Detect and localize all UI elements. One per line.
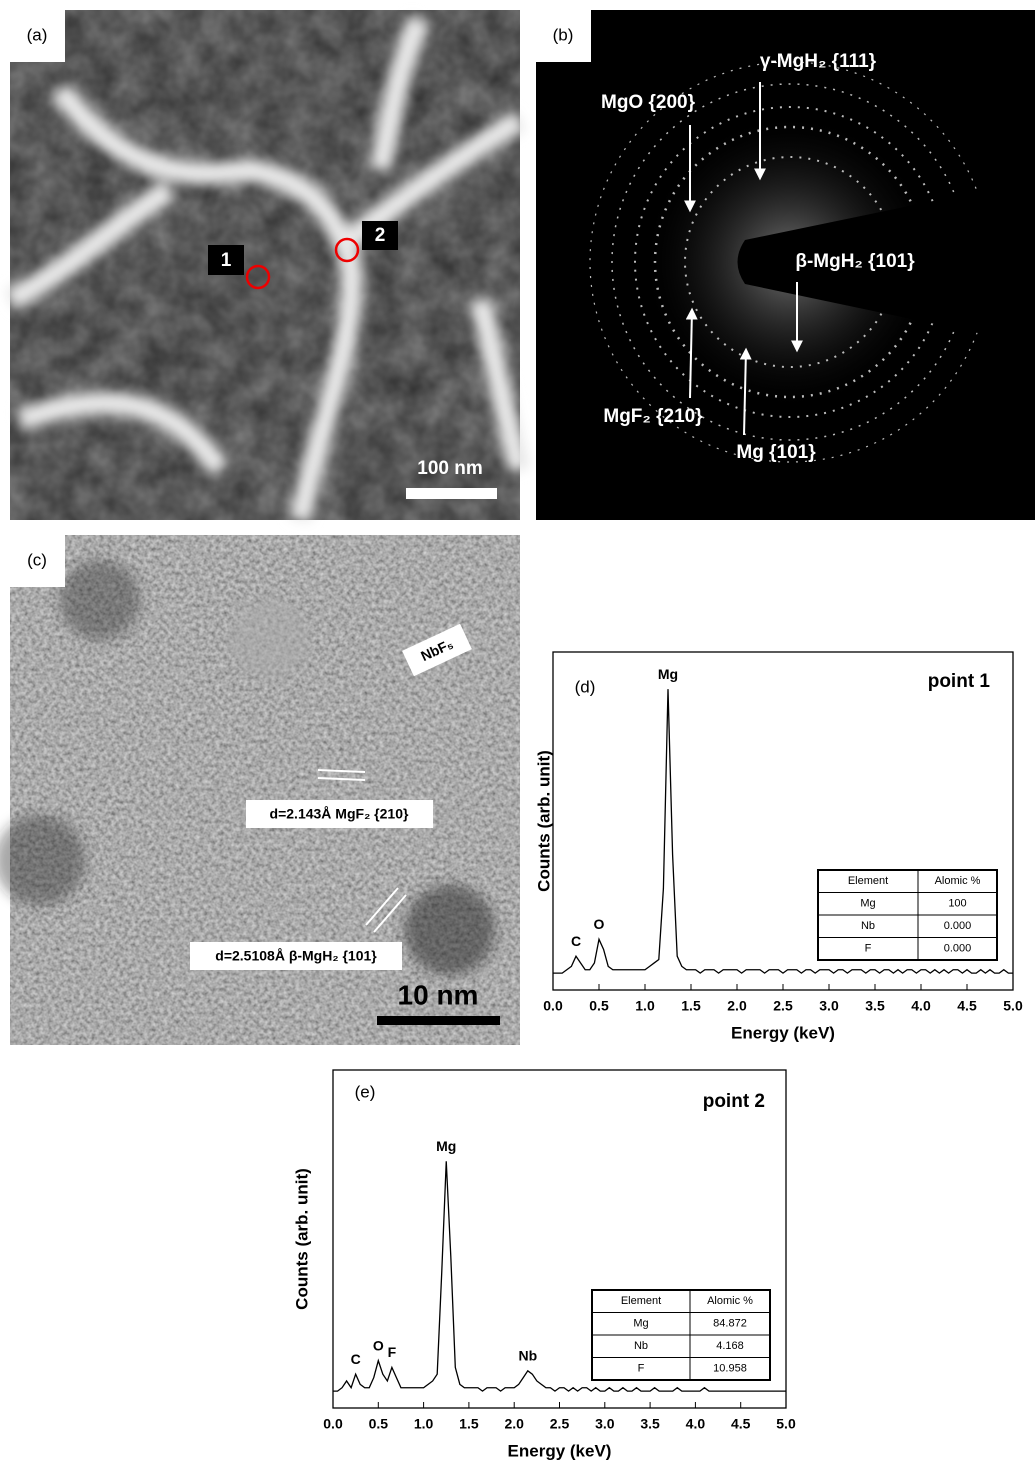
annotation: MgO {200}	[601, 92, 696, 113]
point-label: point 2	[703, 1091, 765, 1112]
x-tick-label: 0.0	[323, 1416, 343, 1432]
x-tick-label: 3.5	[865, 998, 885, 1014]
peak-label: O	[594, 916, 605, 932]
x-tick-label: 2.5	[773, 998, 793, 1014]
scale-label: 10 nm	[398, 979, 479, 1010]
x-tick-label: 4.0	[686, 1416, 706, 1432]
x-tick-label: 2.5	[550, 1416, 570, 1432]
panel-a: (a) 1 2 100 nm	[10, 10, 520, 520]
x-tick-label: 2.0	[504, 1416, 524, 1432]
x-tick-label: 1.5	[459, 1416, 479, 1432]
x-tick-label: 4.5	[731, 1416, 751, 1432]
peak-label: O	[373, 1337, 384, 1353]
annotation: Mg {101}	[736, 442, 816, 463]
marker-label: 1	[221, 250, 232, 271]
table-cell: 84.872	[713, 1318, 747, 1330]
table-cell: 0.000	[944, 943, 972, 955]
table-cell: Nb	[634, 1340, 648, 1352]
annotation: d=2.143Å MgF₂ {210}	[270, 806, 409, 822]
y-axis-label: Counts (arb. unit)	[534, 750, 553, 892]
x-tick-label: 5.0	[1003, 998, 1023, 1014]
panel-c: (c) NbF₅ d=2.143Å MgF₂ {210} d=2.5108Å β…	[0, 535, 520, 1045]
panel-label: (d)	[575, 677, 596, 696]
table-cell: 100	[948, 898, 966, 910]
table-cell: 4.168	[716, 1340, 744, 1352]
figure: (a) 1 2 100 nm (b) γ-MgH₂ {111} MgO {200…	[0, 0, 1035, 1462]
x-tick-label: 3.0	[595, 1416, 615, 1432]
x-tick-label: 5.0	[776, 1416, 796, 1432]
x-tick-label: 2.0	[727, 998, 747, 1014]
table-cell: Element	[848, 875, 888, 887]
x-tick-label: 4.5	[957, 998, 977, 1014]
x-tick-label: 3.0	[819, 998, 839, 1014]
table-cell: Mg	[633, 1318, 648, 1330]
panel-b: (b) γ-MgH₂ {111} MgO {200} β-MgH₂ {101} …	[536, 10, 1035, 520]
panel-label: (a)	[27, 25, 48, 44]
x-axis-label: Energy (keV)	[508, 1441, 612, 1460]
x-tick-label: 0.0	[543, 998, 563, 1014]
x-tick-label: 1.5	[681, 998, 701, 1014]
table-cell: Alomic %	[935, 875, 981, 887]
marker-label: 2	[375, 225, 386, 246]
point-label: point 1	[928, 671, 991, 692]
panel-label: (e)	[355, 1082, 376, 1101]
scale-bar	[377, 1016, 500, 1025]
table-cell: 10.958	[713, 1363, 747, 1375]
x-tick-label: 0.5	[369, 1416, 389, 1432]
x-tick-label: 0.5	[589, 998, 609, 1014]
peak-label: F	[388, 1344, 397, 1360]
table-cell: Nb	[861, 920, 875, 932]
panel-label: (c)	[27, 550, 47, 569]
peak-label: Nb	[518, 1348, 537, 1364]
table-cell: Alomic %	[707, 1295, 753, 1307]
x-tick-label: 1.0	[414, 1416, 434, 1432]
table-cell: F	[638, 1363, 645, 1375]
peak-label: Mg	[436, 1138, 456, 1154]
peak-label: C	[571, 933, 581, 949]
annotation: γ-MgH₂ {111}	[760, 51, 877, 72]
panel-label: (b)	[553, 25, 574, 44]
peak-label: Mg	[658, 666, 678, 682]
annotation: d=2.5108Å β-MgH₂ {101}	[215, 948, 377, 964]
annotation: β-MgH₂ {101}	[795, 251, 915, 272]
table-cell: Mg	[860, 898, 875, 910]
table-cell: 0.000	[944, 920, 972, 932]
x-axis-label: Energy (keV)	[731, 1023, 835, 1042]
x-tick-label: 4.0	[911, 998, 931, 1014]
image-texture	[10, 10, 520, 520]
page: (a) 1 2 100 nm (b) γ-MgH₂ {111} MgO {200…	[0, 0, 1035, 1462]
scale-bar	[406, 488, 497, 499]
x-tick-label: 1.0	[635, 998, 655, 1014]
x-tick-label: 3.5	[640, 1416, 660, 1432]
table-cell: Element	[621, 1295, 661, 1307]
annotation: MgF₂ {210}	[603, 406, 703, 427]
peak-label: C	[351, 1351, 361, 1367]
table-cell: F	[865, 943, 872, 955]
scale-label: 100 nm	[417, 458, 482, 479]
y-axis-label: Counts (arb. unit)	[292, 1168, 311, 1310]
